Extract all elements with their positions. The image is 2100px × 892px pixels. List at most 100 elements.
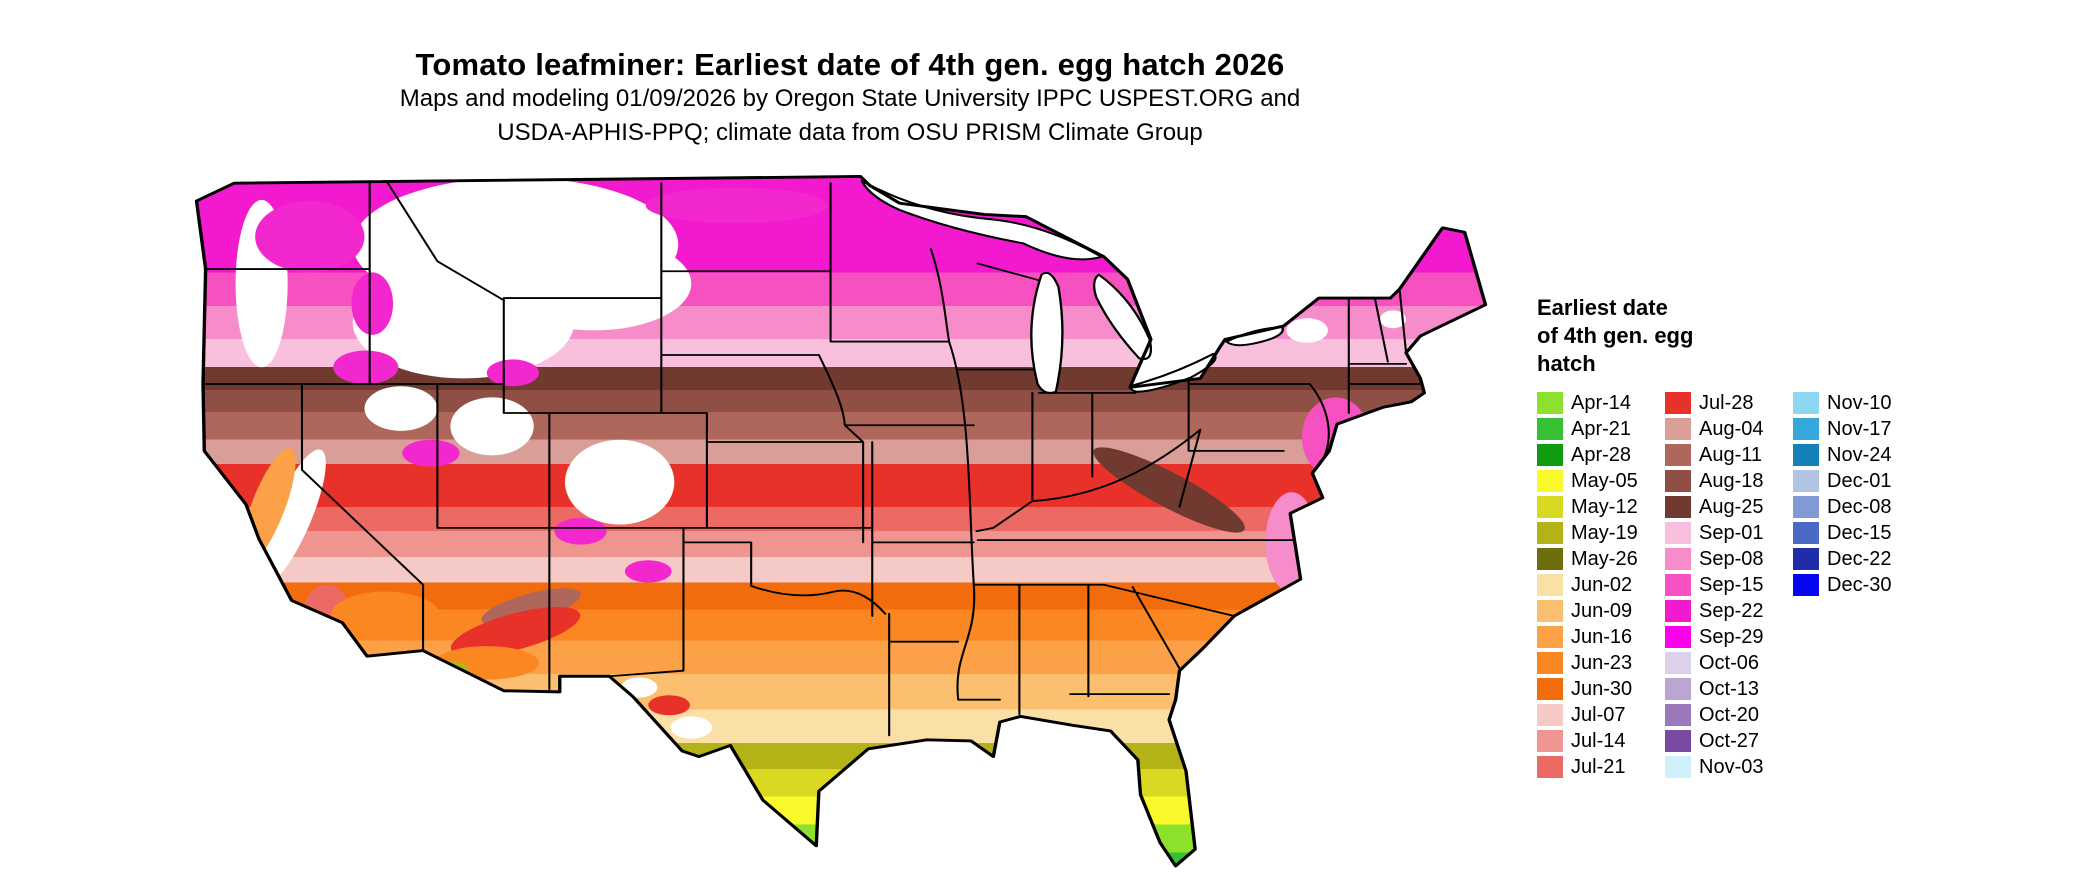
- legend-label: Jun-09: [1571, 599, 1633, 622]
- legend-label: Oct-13: [1699, 677, 1760, 700]
- legend-label: Apr-21: [1571, 417, 1632, 440]
- legend-swatch: [1537, 444, 1563, 466]
- legend-title: Earliest date of 4th gen. egg hatch: [1537, 295, 1694, 376]
- legend-swatch: [1793, 444, 1819, 466]
- legend-row: Jun-16: [1537, 626, 1665, 648]
- map-patch-magenta: [351, 272, 394, 335]
- legend-label: Jul-28: [1699, 391, 1754, 414]
- page-title: Tomato leafminer: Earliest date of 4th g…: [415, 46, 1285, 82]
- legend-row: Sep-29: [1665, 626, 1793, 648]
- legend-label: Dec-22: [1827, 547, 1892, 570]
- legend-label: Apr-14: [1571, 391, 1632, 414]
- map-patch-white: [670, 716, 713, 739]
- legend-row: Aug-25: [1665, 496, 1793, 518]
- legend-label: Jun-02: [1571, 573, 1633, 596]
- legend-swatch: [1537, 652, 1563, 674]
- legend-row: Nov-17: [1793, 418, 1891, 440]
- legend-row: Sep-01: [1665, 522, 1793, 544]
- legend-label: Sep-15: [1699, 573, 1764, 596]
- lake-michigan: [1030, 271, 1064, 394]
- map-patch-white: [495, 236, 692, 331]
- legend-swatch: [1537, 522, 1563, 544]
- legend-row: Jul-28: [1665, 392, 1793, 414]
- legend-label: Jun-23: [1571, 651, 1633, 674]
- legend-label: Apr-28: [1571, 443, 1632, 466]
- legend-row: Aug-04: [1665, 418, 1793, 440]
- legend-row: Oct-27: [1665, 730, 1793, 752]
- legend-label: Sep-22: [1699, 599, 1764, 622]
- legend-row: Apr-21: [1537, 418, 1665, 440]
- legend-swatch: [1665, 496, 1691, 518]
- map-patch-magenta: [402, 439, 460, 467]
- legend-swatch: [1793, 548, 1819, 570]
- legend-row: Sep-15: [1665, 574, 1793, 596]
- legend-label: Sep-01: [1699, 521, 1764, 544]
- legend-row: Apr-14: [1537, 392, 1665, 414]
- legend-swatch: [1537, 418, 1563, 440]
- legend-row: Dec-01: [1793, 470, 1891, 492]
- legend-swatch: [1537, 574, 1563, 596]
- legend-row: Nov-10: [1793, 392, 1891, 414]
- map-patch-white: [257, 449, 326, 587]
- legend-swatch: [1665, 704, 1691, 726]
- legend-label: Jul-14: [1571, 729, 1626, 752]
- legend-label: Aug-25: [1699, 495, 1764, 518]
- legend-row: Nov-03: [1665, 756, 1793, 778]
- map-patch-white: [564, 439, 675, 525]
- great-lakes: [860, 179, 1284, 394]
- legend-row: Aug-18: [1665, 470, 1793, 492]
- legend-label: Jul-07: [1571, 703, 1626, 726]
- legend-swatch: [1793, 470, 1819, 492]
- legend-swatch: [1665, 652, 1691, 674]
- lake-superior: [860, 179, 1103, 261]
- legend-row: Oct-06: [1665, 652, 1793, 674]
- legend-swatch: [1793, 522, 1819, 544]
- legend-swatch: [1537, 392, 1563, 414]
- legend-column-2: Jul-28 Aug-04 Aug-11 Aug-18 Aug-25 Sep-01 Sep-…: [1665, 392, 1793, 782]
- legend-row: Dec-15: [1793, 522, 1891, 544]
- state-borders: [201, 182, 1421, 737]
- legend-label: Nov-17: [1827, 417, 1892, 440]
- map-patch-hot-pink: [1301, 397, 1370, 478]
- legend-swatch: [1665, 678, 1691, 700]
- legend-label: Sep-08: [1699, 547, 1764, 570]
- legend: Earliest date of 4th gen. egg hatch Apr-…: [1537, 294, 2097, 782]
- map-patch-magenta: [333, 350, 399, 384]
- legend-swatch: [1665, 600, 1691, 622]
- legend-row: May-05: [1537, 470, 1665, 492]
- legend-row: May-26: [1537, 548, 1665, 570]
- map-patch-orange: [330, 591, 440, 641]
- legend-label: May-26: [1571, 547, 1638, 570]
- map-patch-white: [1286, 318, 1328, 343]
- legend-label: Oct-27: [1699, 729, 1760, 752]
- legend-label: Dec-08: [1827, 495, 1892, 518]
- legend-label: Nov-10: [1827, 391, 1892, 414]
- legend-label: Dec-01: [1827, 469, 1892, 492]
- no-hatch-regions: [235, 177, 1407, 739]
- legend-label: Oct-06: [1699, 651, 1760, 674]
- legend-row: Jun-02: [1537, 574, 1665, 596]
- legend-swatch: [1537, 678, 1563, 700]
- legend-row: Nov-24: [1793, 444, 1891, 466]
- map-patch-magenta: [255, 201, 365, 273]
- legend-label: Jun-30: [1571, 677, 1633, 700]
- legend-swatch: [1665, 730, 1691, 752]
- legend-row: Jun-09: [1537, 600, 1665, 622]
- map-patch-red: [450, 606, 581, 657]
- legend-row: Oct-13: [1665, 678, 1793, 700]
- legend-row: Jul-14: [1537, 730, 1665, 752]
- legend-swatch: [1537, 496, 1563, 518]
- map-raster: [196, 176, 1486, 866]
- legend-swatch: [1537, 756, 1563, 778]
- lake-erie: [1130, 352, 1217, 393]
- legend-swatch: [1665, 418, 1691, 440]
- legend-swatch: [1537, 626, 1563, 648]
- legend-label: Aug-18: [1699, 469, 1764, 492]
- legend-swatch: [1665, 392, 1691, 414]
- legend-swatch: [1665, 574, 1691, 596]
- legend-label: Sep-29: [1699, 625, 1764, 648]
- legend-label: Aug-11: [1699, 443, 1763, 466]
- legend-swatch: [1793, 496, 1819, 518]
- legend-row: Dec-08: [1793, 496, 1891, 518]
